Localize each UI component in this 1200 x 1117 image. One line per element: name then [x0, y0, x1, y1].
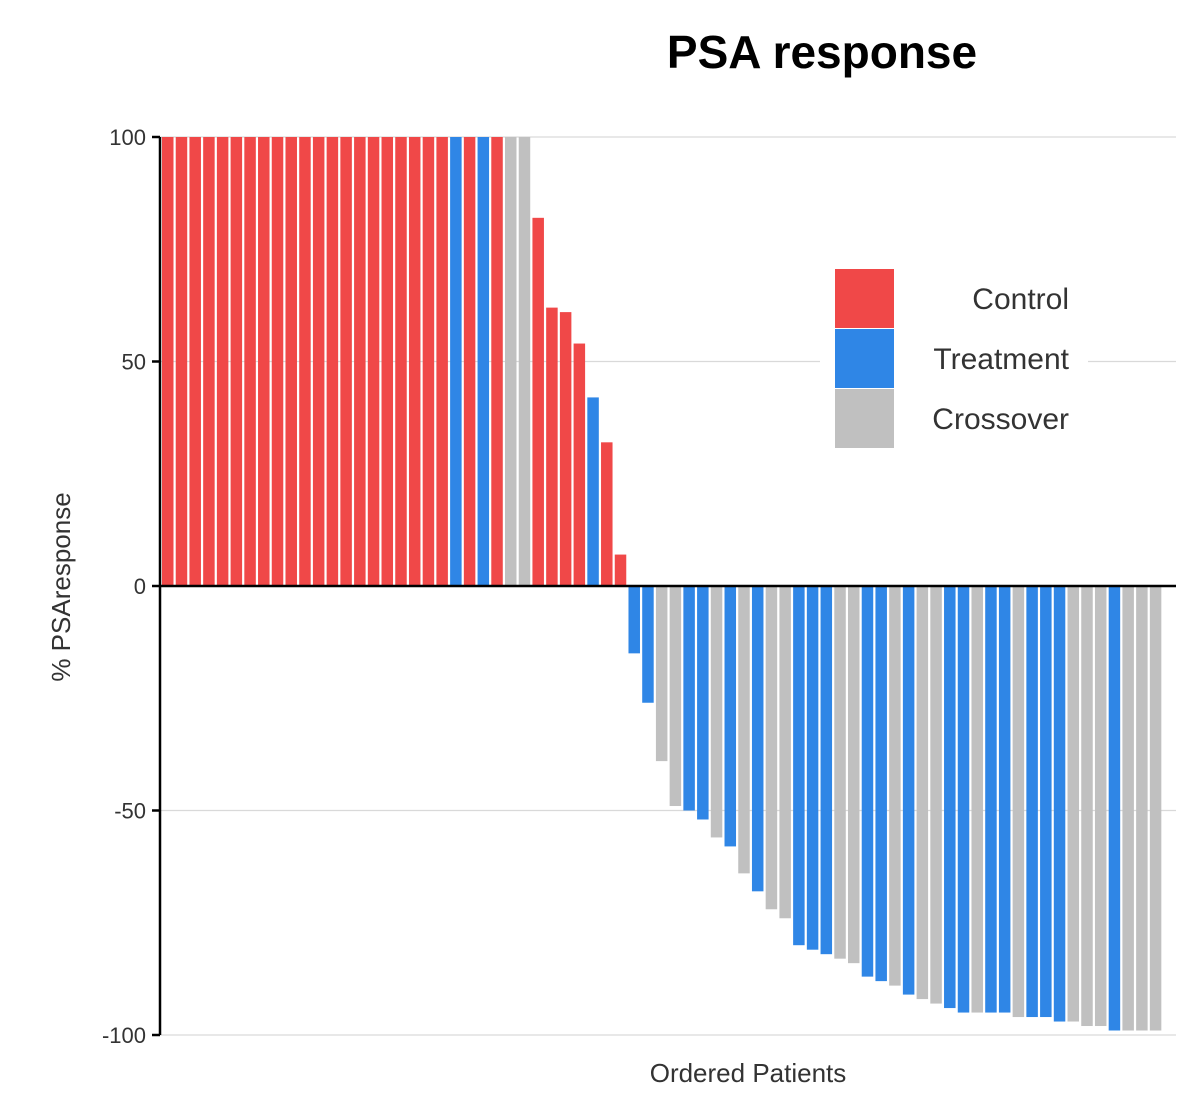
chart-title: PSA response [667, 26, 977, 78]
y-tick-label: -100 [102, 1023, 146, 1048]
bar-treatment [875, 586, 887, 982]
bar-crossover [916, 586, 929, 1000]
bar-control [408, 137, 421, 586]
y-tick-label: 50 [122, 350, 146, 375]
bar-crossover [765, 586, 778, 910]
y-tick-labels: 100 50 0 -50 -100 [102, 125, 160, 1048]
bar-control [422, 137, 435, 586]
bars [162, 137, 1162, 1031]
bar-crossover [710, 586, 723, 838]
bar-control [312, 137, 325, 586]
bar-treatment [793, 586, 805, 946]
bar-treatment [628, 586, 640, 654]
bar-treatment [477, 137, 490, 586]
bar-control [354, 137, 366, 586]
bar-crossover [669, 586, 682, 807]
bar-control [189, 137, 201, 586]
bar-treatment [957, 586, 970, 1013]
bar-control [573, 343, 586, 586]
bar-control [491, 137, 503, 586]
bar-crossover [834, 586, 846, 959]
bar-treatment [861, 586, 874, 977]
bar-crossover [779, 586, 791, 919]
legend-swatch-treatment [835, 329, 894, 388]
bar-treatment [1040, 586, 1052, 1018]
bar-control [601, 442, 613, 586]
bar-control [463, 137, 476, 586]
bar-treatment [820, 586, 833, 955]
bar-treatment [806, 586, 819, 950]
legend-label-crossover: Crossover [932, 403, 1069, 436]
bar-crossover [971, 586, 983, 1013]
bar-control [258, 137, 270, 586]
bar-control [175, 137, 188, 586]
bar-treatment [1053, 586, 1066, 1022]
bar-crossover [738, 586, 750, 874]
bar-treatment [450, 137, 462, 586]
bar-crossover [848, 586, 860, 964]
bar-control [614, 554, 627, 586]
bar-crossover [518, 137, 531, 586]
bar-control [162, 137, 174, 586]
bar-crossover [930, 586, 942, 1004]
bar-treatment [998, 586, 1011, 1013]
bar-control [436, 137, 448, 586]
bar-treatment [724, 586, 737, 847]
bar-crossover [889, 586, 901, 986]
bar-control [271, 137, 284, 586]
bar-control [546, 307, 558, 586]
x-axis-label: Ordered Patients [650, 1058, 847, 1088]
bar-crossover [1122, 586, 1134, 1031]
bar-control [230, 137, 243, 586]
bar-control [203, 137, 215, 586]
bar-treatment [944, 586, 956, 1009]
bar-control [532, 217, 544, 586]
legend-label-treatment: Treatment [933, 343, 1069, 376]
bar-control [244, 137, 256, 586]
bar-treatment [587, 397, 599, 586]
legend-swatch-control [835, 269, 894, 328]
bar-crossover [655, 586, 668, 762]
bar-control [285, 137, 297, 586]
bar-crossover [1067, 586, 1080, 1022]
y-tick-label: -50 [114, 799, 146, 824]
bar-control [381, 137, 394, 586]
bar-control [559, 312, 572, 586]
bar-control [367, 137, 380, 586]
bar-control [216, 137, 229, 586]
bar-control [395, 137, 407, 586]
bar-crossover [505, 137, 517, 586]
bar-treatment [985, 586, 997, 1013]
y-axis-label: % PSAresponse [46, 492, 76, 681]
legend: Control Treatment Crossover [820, 254, 1088, 464]
bar-treatment [642, 586, 654, 703]
y-tick-label: 100 [109, 125, 146, 150]
bar-treatment [1026, 586, 1038, 1018]
bar-treatment [697, 586, 709, 820]
bar-treatment [902, 586, 915, 995]
bar-treatment [1108, 586, 1121, 1031]
legend-label-control: Control [972, 283, 1069, 316]
bar-crossover [1081, 586, 1093, 1027]
bar-crossover [1149, 586, 1162, 1031]
bar-control [326, 137, 339, 586]
bar-treatment [683, 586, 695, 811]
y-tick-label: 0 [134, 574, 146, 599]
bar-crossover [1136, 586, 1148, 1031]
bar-crossover [1094, 586, 1107, 1027]
bar-crossover [1012, 586, 1025, 1018]
bar-control [299, 137, 311, 586]
bar-treatment [751, 586, 764, 892]
bar-control [340, 137, 352, 586]
legend-swatch-crossover [835, 389, 894, 448]
